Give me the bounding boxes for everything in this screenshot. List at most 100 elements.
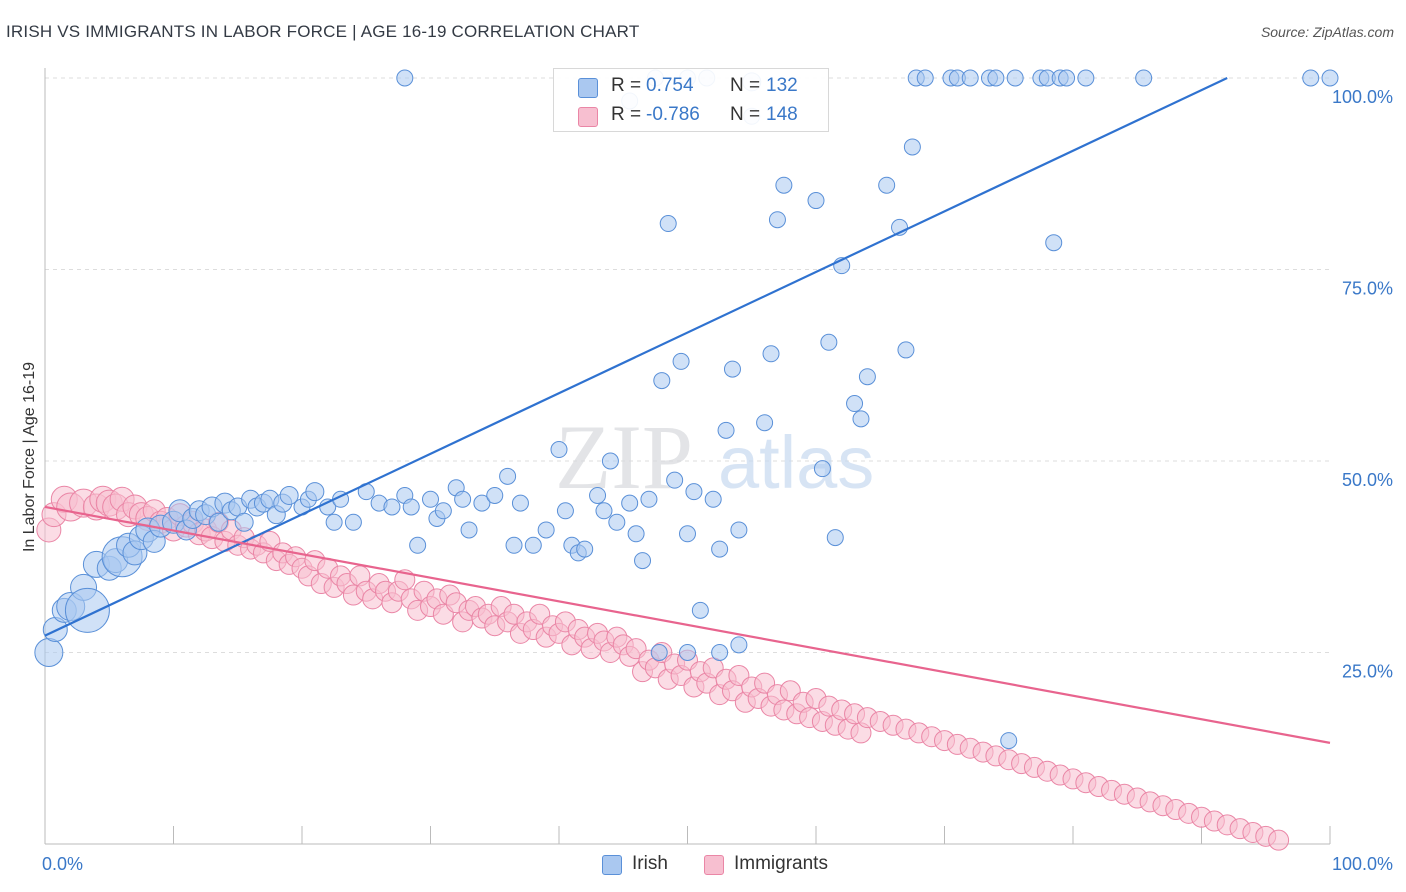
irish-point [987,69,1005,87]
irish-r-value: 0.754 [646,75,694,96]
irish-point [589,486,607,504]
watermark-atlas: atlas [718,421,874,504]
irish-point [916,69,934,87]
irish-point [608,513,626,531]
irish-n-value: 132 [766,75,798,96]
irish-point [756,414,774,432]
irish-legend-label: Irish [632,853,668,874]
immigrants-n-label: N = [730,104,761,125]
watermark: ZIP atlas [555,406,874,508]
irish-point [601,452,619,470]
irish-point [524,536,542,554]
correlation-legend: R = 0.754 N = 132 R = -0.786 N = 148 [553,68,829,132]
irish-point [344,513,362,531]
x-tick-label-min: 0.0% [42,854,83,874]
irish-point [820,333,838,351]
irish-point [679,644,696,661]
y-tick-label: 100.0% [1332,87,1393,107]
immigrants-legend-label: Immigrants [734,853,828,874]
irish-point [826,529,844,547]
irish-point [1302,69,1320,87]
irish-point [897,341,915,359]
x-tick-label-max: 100.0% [1332,854,1393,874]
irish-n-label: N = [730,75,761,96]
source-label: Source: ZipAtlas.com [1260,24,1394,40]
irish-r-label: R = [611,75,642,96]
irish-point [666,471,684,489]
irish-point [704,490,722,508]
irish-point [711,540,729,558]
chart-title: IRISH VS IMMIGRANTS IN LABOR FORCE | AGE… [6,22,640,41]
tick-labels: 25.0% 50.0% 75.0% 100.0% 0.0% 100.0% [42,87,1393,874]
irish-point [717,421,735,439]
irish-point [813,460,831,478]
immigrants-swatch [578,107,598,127]
irish-point [730,521,748,539]
irish-point [730,636,748,654]
irish-point [961,69,979,87]
irish-point [499,467,517,485]
irish-point [768,211,786,229]
irish-point [208,512,228,532]
immigrants-point [1268,829,1290,851]
irish-point [878,176,896,194]
irish-point [903,138,921,156]
irish-point [650,644,668,661]
irish-point [1135,69,1153,87]
irish-point [852,410,870,428]
irish-point [621,494,639,512]
y-tick-label: 75.0% [1342,279,1393,299]
immigrants-trend-line [44,505,1331,744]
irish-point [1000,732,1018,750]
irish-legend-swatch [602,855,622,875]
legend-row-immigrants: R = -0.786 N = 148 [554,101,828,131]
immigrants-r-value: -0.786 [646,104,700,125]
irish-point [505,536,523,554]
irish-point [576,540,594,558]
irish-point [659,215,677,233]
irish-point [1321,69,1339,87]
irish-point [595,502,613,520]
irish-point [634,552,652,570]
irish-point [846,395,864,413]
trend-lines [44,77,1331,744]
irish-point [402,498,420,516]
irish-point [383,498,401,516]
irish-point [762,345,780,363]
irish-point [1006,69,1024,87]
irish-point [1045,234,1063,252]
irish-trend-line [44,77,1228,637]
irish-point [1058,69,1076,87]
irish-point [460,521,478,539]
irish-point [434,502,452,520]
irish-point [325,513,343,531]
irish-point [1077,69,1095,87]
y-tick-label: 25.0% [1342,662,1393,682]
irish-point [537,521,555,539]
irish-point [723,360,741,378]
irish-point [305,482,325,502]
irish-point [396,69,414,87]
immigrants-legend-swatch [704,855,724,875]
irish-point [279,485,299,505]
irish-point [454,490,472,508]
irish-point [691,601,709,619]
irish-points [34,69,1339,750]
irish-point [711,644,729,661]
axes [44,68,1331,845]
irish-point [672,352,690,370]
irish-point [234,512,254,532]
irish-point [627,525,645,543]
irish-swatch [578,78,598,98]
irish-point [550,441,568,459]
irish-point [556,502,574,520]
irish-point [640,490,658,508]
irish-point [511,494,529,512]
y-tick-label: 50.0% [1342,470,1393,490]
immigrants-points [36,485,1290,851]
irish-point [486,486,504,504]
irish-point [409,536,427,554]
immigrants-n-value: 148 [766,104,798,125]
irish-point [685,483,703,501]
